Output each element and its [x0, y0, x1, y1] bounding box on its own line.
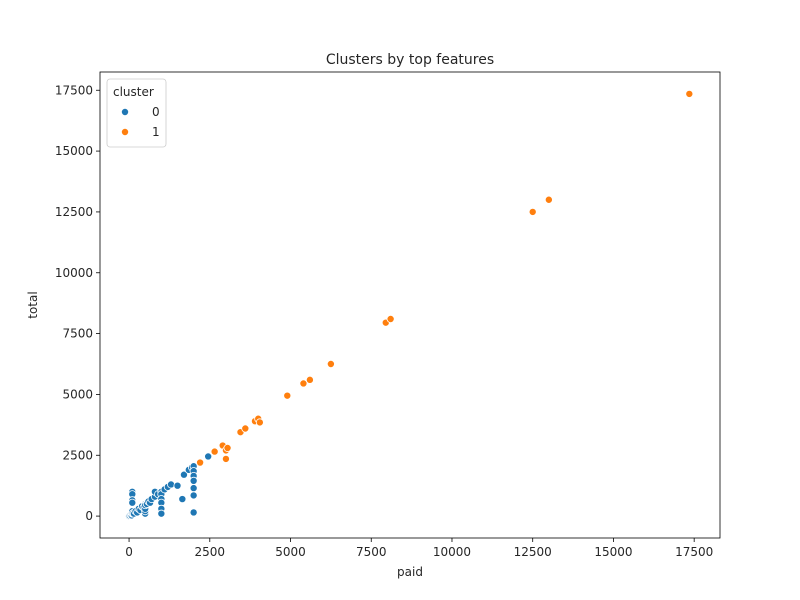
point-cluster-1-17	[528, 207, 537, 216]
point-cluster-1-10	[255, 418, 264, 427]
y-axis-title: total	[26, 291, 40, 318]
x-axis: 0 2500 5000 7500 10000 12500 15000 17500	[125, 538, 713, 559]
x-tick-label-4: 10000	[433, 545, 471, 559]
x-tick-label-3: 7500	[356, 545, 387, 559]
x-tick-label-7: 17500	[675, 545, 713, 559]
y-tick-label-4: 10000	[55, 266, 93, 280]
point-cluster-0-41	[179, 470, 188, 479]
point-cluster-1-1	[210, 447, 219, 456]
y-tick-label-1: 2500	[62, 448, 93, 462]
x-axis-title: paid	[397, 565, 423, 579]
legend: cluster 0 1	[106, 78, 167, 148]
y-tick-label-2: 5000	[62, 387, 93, 401]
point-cluster-1-16	[386, 314, 395, 323]
point-cluster-1-4	[221, 454, 230, 463]
point-cluster-0-49	[189, 491, 198, 500]
point-cluster-0-35	[157, 509, 166, 518]
y-tick-label-3: 7500	[62, 327, 93, 341]
point-cluster-1-19	[685, 89, 694, 98]
point-cluster-0-8	[128, 498, 137, 507]
point-cluster-0-38	[167, 480, 176, 489]
x-tick-label-2: 5000	[275, 545, 306, 559]
x-tick-label-0: 0	[125, 545, 133, 559]
point-cluster-1-13	[305, 375, 314, 384]
y-tick-label-0: 0	[85, 509, 93, 523]
point-cluster-1-14	[326, 360, 335, 369]
point-cluster-0-48	[189, 484, 198, 493]
point-cluster-0-50	[189, 508, 198, 517]
legend-label-1: 1	[152, 125, 160, 139]
y-tick-label-6: 15000	[55, 144, 93, 158]
points-layer	[125, 89, 694, 521]
x-tick-label-1: 2500	[195, 545, 226, 559]
legend-marker-1	[121, 127, 130, 136]
legend-marker-0	[121, 108, 130, 117]
y-axis: 0 2500 5000 7500 10000 12500 15000 17500	[55, 83, 100, 523]
point-cluster-1-12	[299, 379, 308, 388]
y-tick-label-5: 12500	[55, 205, 93, 219]
point-cluster-0-51	[204, 452, 213, 461]
point-cluster-1-7	[241, 424, 250, 433]
point-cluster-1-18	[544, 195, 553, 204]
legend-title: cluster	[113, 85, 154, 99]
point-cluster-1-0	[196, 458, 205, 467]
point-cluster-0-47	[189, 476, 198, 485]
y-tick-label-7: 17500	[55, 83, 93, 97]
point-cluster-0-40	[178, 495, 187, 504]
x-tick-label-6: 15000	[594, 545, 632, 559]
point-cluster-1-5	[223, 443, 232, 452]
chart-title: Clusters by top features	[326, 52, 494, 68]
point-cluster-0-39	[173, 481, 182, 490]
legend-label-0: 0	[152, 105, 160, 119]
point-cluster-1-11	[283, 391, 292, 400]
x-tick-label-5: 12500	[514, 545, 552, 559]
